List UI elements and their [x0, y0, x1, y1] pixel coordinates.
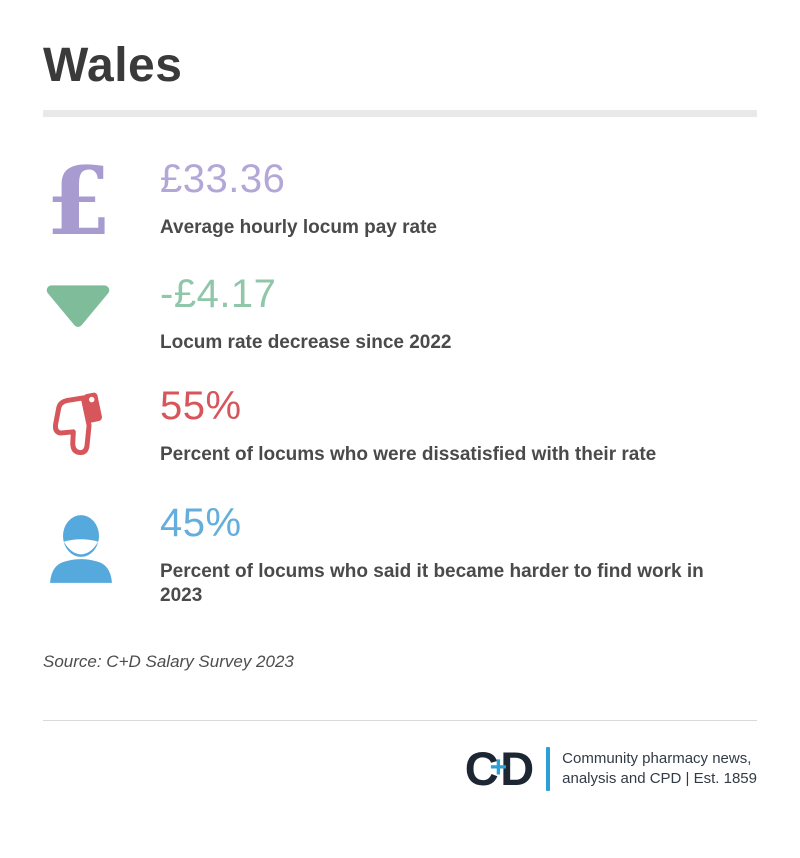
- rate-decrease-label: Locum rate decrease since 2022: [160, 331, 452, 353]
- stat-harder-to-find-work: 45% Percent of locums who said it became…: [43, 503, 757, 608]
- logo-letter-c: C: [464, 741, 499, 795]
- harder-work-value: 45%: [160, 501, 242, 546]
- footer-divider: [43, 719, 757, 721]
- rate-decrease-value: -£4.17: [160, 271, 277, 316]
- person-icon: [45, 507, 117, 596]
- title-divider: [43, 110, 757, 117]
- tagline-line-2: analysis and CPD | Est. 1859: [562, 769, 757, 787]
- stat-rate-decrease: -£4.17 Locum rate decrease since 2022: [43, 274, 757, 355]
- thumbs-down-icon: [43, 386, 119, 467]
- stats-list: £ £33.36 Average hourly locum pay rate -…: [43, 147, 757, 608]
- down-triangle-icon: [44, 284, 112, 334]
- pay-rate-value: £33.36: [160, 157, 286, 201]
- dissatisfied-label: Percent of locums who were dissatisfied …: [160, 444, 657, 466]
- page-title: Wales: [43, 39, 183, 92]
- footer: C + D Community pharmacy news, analysis …: [43, 741, 757, 795]
- harder-work-label: Percent of locums who said it became har…: [160, 561, 704, 607]
- stat-pay-rate: £ £33.36 Average hourly locum pay rate: [43, 147, 757, 257]
- pound-sterling-icon: £: [46, 147, 112, 257]
- dissatisfied-value: 55%: [160, 384, 242, 429]
- stat-dissatisfied: 55% Percent of locums who were dissatisf…: [43, 386, 757, 467]
- tagline-line-1: Community pharmacy news,: [562, 749, 752, 767]
- cd-logo: C + D: [464, 741, 534, 795]
- source-note: Source: C+D Salary Survey 2023: [43, 651, 294, 671]
- infographic-page: Wales £ £33.36 Average hourly locum pay …: [0, 39, 800, 795]
- logo-letter-d: D: [500, 741, 534, 795]
- pay-rate-label: Average hourly locum pay rate: [160, 217, 438, 238]
- logo-tagline: Community pharmacy news, analysis and CP…: [562, 749, 757, 790]
- logo-separator-bar: [546, 746, 551, 791]
- plus-icon: +: [489, 750, 508, 784]
